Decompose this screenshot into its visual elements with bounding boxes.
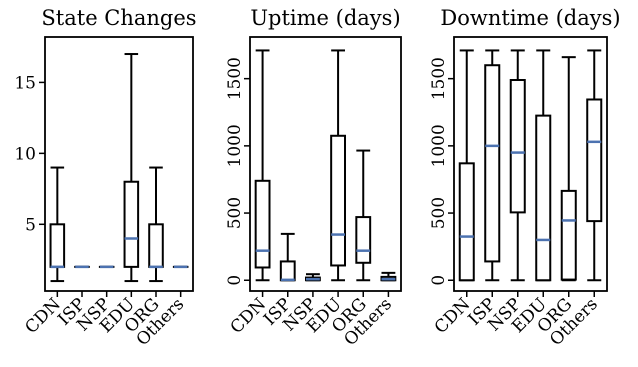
y-tick-label: 10 <box>14 144 36 164</box>
iqr-box <box>509 79 526 214</box>
y-tick-label: 15 <box>14 73 36 93</box>
box-edu <box>123 53 140 283</box>
chart-title: State Changes <box>41 6 196 30</box>
iqr-box <box>148 223 164 268</box>
y-tick-label: 500 <box>429 197 449 229</box>
iqr-box <box>254 179 271 269</box>
box-org <box>560 56 577 282</box>
box-cdn <box>254 49 271 282</box>
axes-frame <box>453 36 608 292</box>
chart-panel-2: Uptime (days)050010001500CDNISPNSPEDUORG… <box>225 6 402 350</box>
iqr-box <box>586 98 603 223</box>
iqr-box <box>458 162 475 282</box>
box-others <box>586 49 603 282</box>
box-isp <box>484 49 501 282</box>
box-cdn <box>458 49 475 282</box>
y-tick-label: 1000 <box>429 124 449 167</box>
box-org <box>355 149 372 282</box>
y-tick-label: 5 <box>25 215 36 235</box>
iqr-box <box>49 223 66 268</box>
iqr-box <box>560 189 577 281</box>
iqr-box <box>330 134 347 267</box>
iqr-box <box>123 180 140 268</box>
box-org <box>148 166 164 283</box>
iqr-box <box>355 216 372 264</box>
y-tick-label: 1500 <box>225 57 245 100</box>
y-tick-label: 1500 <box>429 57 449 100</box>
iqr-box <box>484 64 501 263</box>
chart-title: Downtime (days) <box>440 6 620 30</box>
chart-title: Uptime (days) <box>250 6 400 30</box>
y-tick-label: 500 <box>225 197 245 229</box>
box-cdn <box>49 166 66 283</box>
axes-frame <box>44 36 194 292</box>
box-nsp <box>509 49 526 282</box>
y-tick-label: 0 <box>429 275 449 286</box>
y-tick-label: 1000 <box>225 124 245 167</box>
box-edu <box>535 49 552 282</box>
iqr-box <box>535 114 552 282</box>
axes-frame <box>249 36 402 292</box>
box-isp <box>279 232 296 282</box>
y-tick-label: 0 <box>225 275 245 286</box>
chart-panel-3: Downtime (days)050010001500CDNISPNSPEDUO… <box>429 6 621 350</box>
box-nsp <box>304 273 321 282</box>
box-edu <box>330 49 347 282</box>
iqr-box <box>279 260 296 282</box>
box-others <box>380 271 397 282</box>
